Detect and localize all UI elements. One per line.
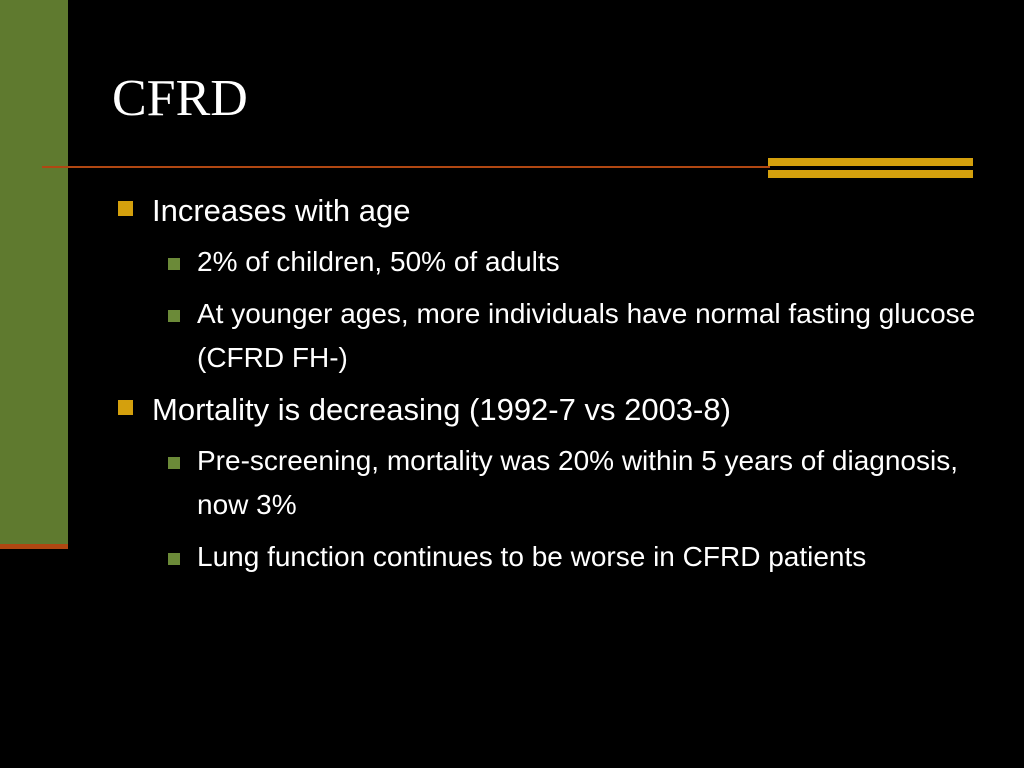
sub-bullet-text: Lung function continues to be worse in C…	[197, 541, 867, 572]
sub-bullet-text: 2% of children, 50% of adults	[197, 246, 560, 277]
sub-bullet-item: 2% of children, 50% of adults	[116, 240, 976, 284]
square-sub-bullet-icon	[168, 258, 180, 270]
bullet-text: Mortality is decreasing (1992-7 vs 2003-…	[152, 392, 731, 427]
accent-bar-top	[768, 158, 973, 166]
title-underline-rule	[42, 166, 770, 168]
sub-bullet-item: At younger ages, more individuals have n…	[116, 292, 976, 380]
bullet-list: Increases with age 2% of children, 50% o…	[116, 188, 976, 579]
sub-bullet-text: At younger ages, more individuals have n…	[197, 298, 976, 373]
square-sub-bullet-icon	[168, 457, 180, 469]
square-bullet-icon	[118, 201, 133, 216]
square-sub-bullet-icon	[168, 310, 180, 322]
slide-title: CFRD	[112, 70, 248, 127]
square-bullet-icon	[118, 400, 133, 415]
bullet-item: Mortality is decreasing (1992-7 vs 2003-…	[116, 387, 976, 432]
bullet-text: Increases with age	[152, 193, 411, 228]
accent-bar-bottom	[768, 170, 973, 178]
sub-bullet-item: Lung function continues to be worse in C…	[116, 535, 976, 579]
sub-bullet-item: Pre-screening, mortality was 20% within …	[116, 439, 976, 527]
left-bar-rule	[0, 544, 68, 549]
sub-bullet-text: Pre-screening, mortality was 20% within …	[197, 445, 959, 520]
left-decorative-bar	[0, 0, 68, 546]
bullet-item: Increases with age	[116, 188, 976, 233]
square-sub-bullet-icon	[168, 553, 180, 565]
